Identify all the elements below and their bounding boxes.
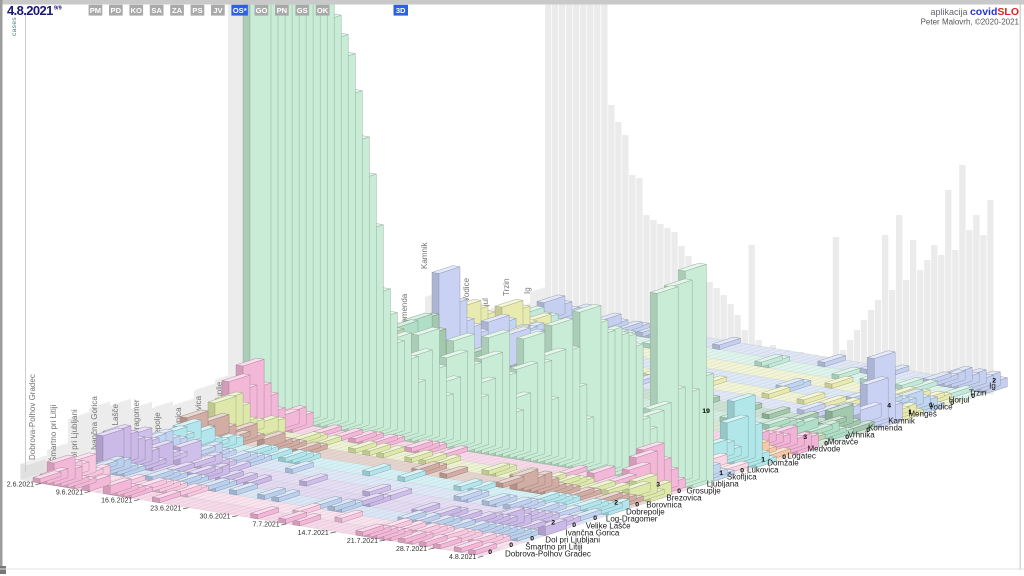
svg-text:1: 1 — [929, 402, 933, 409]
svg-text:Ljubljana: Ljubljana — [707, 480, 740, 489]
svg-text:Dobrepolje: Dobrepolje — [153, 412, 162, 451]
svg-text:Trzin: Trzin — [969, 389, 986, 398]
svg-text:PN: PN — [277, 6, 288, 15]
svg-text:GO: GO — [256, 6, 268, 15]
svg-text:0: 0 — [740, 468, 744, 475]
svg-text:0: 0 — [635, 502, 639, 509]
svg-text:14.7.2021: 14.7.2021 — [298, 530, 329, 537]
svg-text:PM: PM — [90, 6, 101, 15]
svg-text:PS: PS — [192, 6, 202, 15]
svg-text:28.7.2021: 28.7.2021 — [396, 546, 427, 553]
svg-text:Škofljica: Škofljica — [727, 473, 757, 482]
svg-text:0: 0 — [866, 427, 870, 434]
svg-text:cases: cases — [11, 17, 18, 36]
svg-text:Horjul: Horjul — [949, 396, 970, 405]
svg-text:16.6.2021: 16.6.2021 — [101, 498, 132, 505]
svg-text:Peter Malovrh, ©2020-2021: Peter Malovrh, ©2020-2021 — [921, 18, 1020, 27]
svg-text:2: 2 — [551, 520, 555, 527]
svg-text:1: 1 — [761, 456, 765, 463]
svg-text:Dobrova-Polhov Gradec: Dobrova-Polhov Gradec — [28, 374, 37, 460]
svg-text:Domžale: Domžale — [767, 459, 799, 468]
svg-text:Vodice: Vodice — [929, 403, 954, 412]
svg-text:7.7.2021: 7.7.2021 — [252, 522, 279, 529]
svg-text:Velike Lašče: Velike Lašče — [586, 522, 631, 531]
svg-text:KO: KO — [131, 6, 142, 15]
svg-text:0: 0 — [593, 515, 597, 522]
svg-text:JV: JV — [213, 6, 223, 15]
svg-text:4: 4 — [887, 402, 891, 409]
svg-text:Velike Lašče: Velike Lašče — [111, 404, 120, 449]
svg-text:0: 0 — [530, 535, 534, 542]
svg-text:0: 0 — [509, 542, 513, 549]
svg-text:2: 2 — [992, 377, 996, 384]
svg-text:4.8.2021: 4.8.2021 — [7, 3, 53, 18]
svg-text:3: 3 — [803, 434, 807, 441]
svg-text:Log-Dragomer: Log-Dragomer — [132, 399, 141, 451]
svg-text:Vodice: Vodice — [462, 277, 471, 302]
svg-text:3D: 3D — [396, 6, 406, 15]
svg-text:Logatec: Logatec — [787, 452, 815, 461]
svg-text:1: 1 — [719, 470, 723, 477]
svg-text:Ivančna Gorica: Ivančna Gorica — [90, 396, 99, 450]
svg-text:Šmartno pri Litiji: Šmartno pri Litiji — [49, 404, 58, 462]
svg-text:Dobrova-Polhov Gradec: Dobrova-Polhov Gradec — [505, 550, 591, 559]
svg-text:0: 0 — [572, 522, 576, 529]
svg-text:Šmartno pri Litiji: Šmartno pri Litiji — [525, 543, 583, 552]
svg-text:2: 2 — [614, 499, 618, 506]
svg-text:SA: SA — [151, 6, 162, 15]
svg-text:Mengeš: Mengeš — [908, 410, 936, 419]
svg-text:9/9: 9/9 — [54, 6, 62, 12]
svg-text:Log-Dragomer: Log-Dragomer — [606, 515, 658, 524]
svg-text:2.6.2021: 2.6.2021 — [7, 481, 34, 488]
svg-text:0: 0 — [971, 393, 975, 400]
svg-text:0: 0 — [950, 400, 954, 407]
svg-text:30.6.2021: 30.6.2021 — [199, 514, 230, 521]
svg-text:Trzin: Trzin — [502, 279, 511, 296]
svg-text:OS*: OS* — [233, 6, 247, 15]
svg-text:0: 0 — [488, 549, 492, 556]
svg-text:GS: GS — [297, 6, 308, 15]
svg-text:19: 19 — [702, 408, 710, 415]
svg-text:Grosuplje: Grosuplje — [687, 487, 722, 496]
svg-text:Komenda: Komenda — [400, 293, 409, 328]
svg-text:0: 0 — [782, 454, 786, 461]
svg-text:Medvode: Medvode — [808, 445, 841, 454]
svg-text:23.6.2021: 23.6.2021 — [150, 506, 181, 513]
svg-text:Komenda: Komenda — [868, 424, 903, 433]
svg-text:3: 3 — [656, 481, 660, 488]
svg-text:0: 0 — [677, 488, 681, 495]
svg-text:21.7.2021: 21.7.2021 — [347, 538, 378, 545]
svg-text:Dol pri Ljubljani: Dol pri Ljubljani — [70, 409, 79, 464]
svg-text:0: 0 — [824, 441, 828, 448]
svg-text:Borovnica: Borovnica — [646, 501, 682, 510]
svg-text:aplikacija covidSLO: aplikacija covidSLO — [930, 6, 1019, 18]
svg-text:9.6.2021: 9.6.2021 — [56, 489, 83, 496]
svg-text:0: 0 — [845, 434, 849, 441]
svg-text:PD: PD — [111, 6, 122, 15]
svg-text:4.8.2021: 4.8.2021 — [449, 554, 476, 561]
svg-text:Lukovica: Lukovica — [747, 466, 779, 475]
svg-text:Brezovica: Brezovica — [666, 494, 702, 503]
svg-text:Ig: Ig — [523, 287, 532, 294]
svg-text:1: 1 — [908, 409, 912, 416]
svg-text:Ig: Ig — [989, 382, 996, 391]
svg-text:Dobrepolje: Dobrepolje — [626, 508, 665, 517]
svg-text:Moravče: Moravče — [828, 438, 859, 447]
svg-text:OK: OK — [317, 6, 329, 15]
svg-text:Ivančna Gorica: Ivančna Gorica — [566, 529, 620, 538]
svg-text:Vrhnika: Vrhnika — [848, 431, 875, 440]
svg-text:Kamnik: Kamnik — [888, 417, 916, 426]
svg-text:Kamnik: Kamnik — [420, 241, 429, 269]
svg-text:ZA: ZA — [172, 6, 183, 15]
svg-text:Dol pri Ljubljani: Dol pri Ljubljani — [545, 536, 600, 545]
